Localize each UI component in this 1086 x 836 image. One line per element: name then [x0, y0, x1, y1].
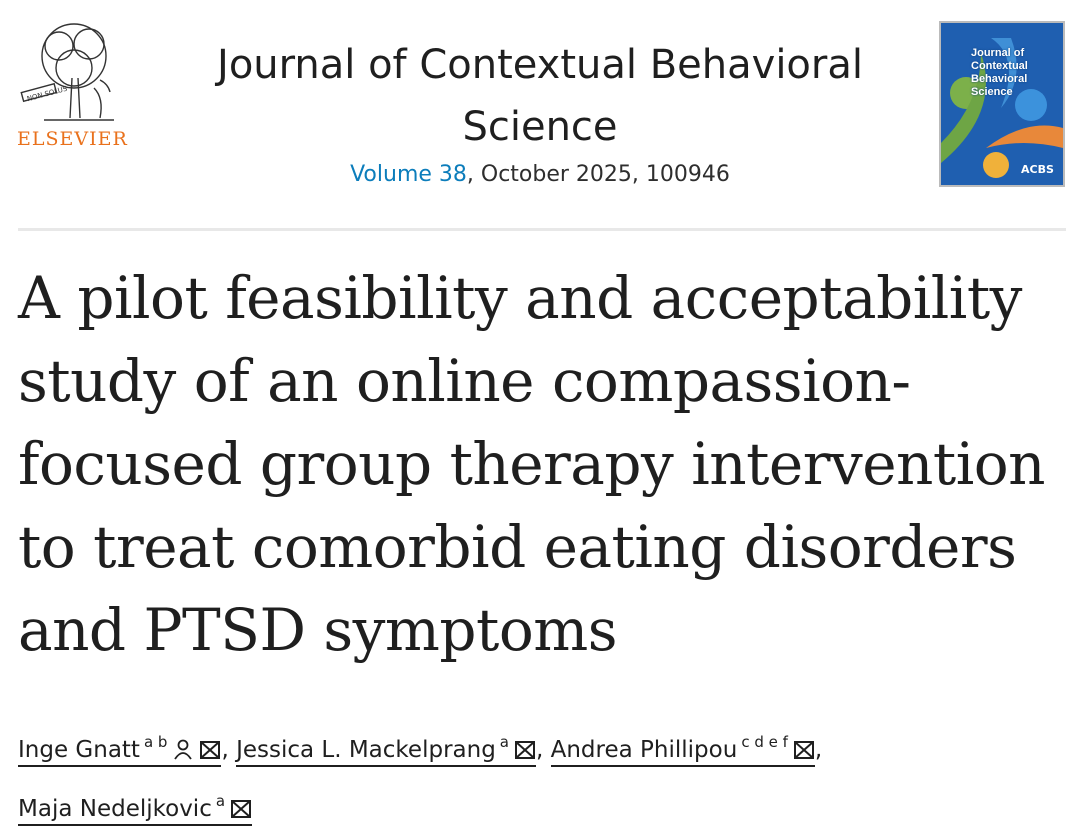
header-divider	[18, 228, 1066, 231]
email-icon	[230, 788, 252, 836]
author-link[interactable]: Maja Nedeljkovic a	[18, 792, 253, 826]
author-link[interactable]: Jessica L. Mackelprang a	[236, 733, 536, 767]
affiliation-marker: c d e f	[741, 733, 788, 751]
author-list: Inge Gnatt a b, Jessica L. Mackelprang a, …	[18, 718, 1078, 836]
cover-badge: ACBS	[1021, 163, 1054, 176]
email-icon	[514, 729, 536, 777]
affiliation-marker: a b	[143, 733, 168, 751]
email-icon	[199, 729, 221, 777]
journal-title[interactable]: Journal of Contextual Behavioral Science	[217, 42, 863, 150]
person-icon	[172, 729, 194, 777]
cover-title: Journal of Contextual Behavioral Science	[971, 47, 1028, 98]
email-icon	[793, 729, 815, 777]
volume-link[interactable]: Volume 38	[350, 162, 467, 187]
author-name: Andrea Phillipou	[550, 737, 738, 763]
author-name: Maja Nedeljkovic	[18, 796, 212, 822]
author-link[interactable]: Inge Gnatt a b	[18, 733, 222, 767]
author-name: Inge Gnatt	[18, 737, 140, 763]
issue-info: , October 2025, 100946	[466, 162, 730, 187]
affiliation-marker: a	[499, 733, 509, 751]
publisher-name: ELSEVIER	[17, 128, 128, 150]
article-title: A pilot feasibility and acceptability st…	[18, 264, 1046, 664]
journal-cover-image[interactable]: ACBS Journal of Contextual Behavioral Sc…	[939, 21, 1065, 187]
author-name: Jessica L. Mackelprang	[236, 737, 496, 763]
volume-info: Volume 38, October 2025, 100946	[180, 162, 900, 187]
elsevier-logo[interactable]: NON SOLUS	[14, 18, 136, 153]
logo-motto: NON SOLUS	[26, 85, 68, 104]
affiliation-marker: a	[215, 792, 226, 810]
author-link[interactable]: Andrea Phillipou c d e f	[550, 733, 815, 767]
